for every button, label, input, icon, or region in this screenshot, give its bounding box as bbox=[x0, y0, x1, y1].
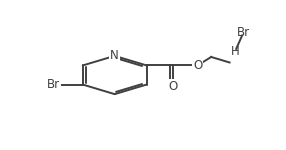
Text: H: H bbox=[231, 45, 239, 58]
Text: Br: Br bbox=[237, 26, 250, 39]
Text: O: O bbox=[193, 59, 202, 72]
Text: O: O bbox=[169, 80, 178, 93]
Text: N: N bbox=[110, 49, 119, 62]
Text: Br: Br bbox=[47, 78, 60, 91]
